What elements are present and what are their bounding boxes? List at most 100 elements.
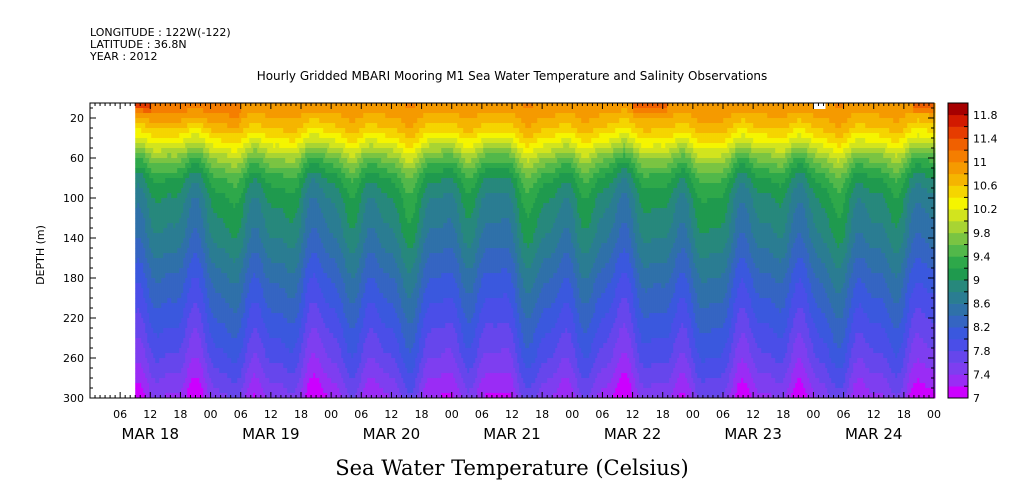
heatmap-cell bbox=[295, 293, 297, 298]
heatmap-cell bbox=[209, 333, 211, 338]
heatmap-cell bbox=[157, 233, 159, 238]
heatmap-cell bbox=[187, 148, 189, 153]
heatmap-cell bbox=[201, 148, 203, 153]
heatmap-cell bbox=[291, 338, 293, 343]
heatmap-cell bbox=[137, 223, 139, 228]
heatmap-cell bbox=[181, 348, 183, 353]
heatmap-cell bbox=[249, 348, 251, 353]
heatmap-cell bbox=[159, 118, 161, 123]
heatmap-cell bbox=[177, 303, 179, 308]
heatmap-cell bbox=[209, 203, 211, 208]
heatmap-cell bbox=[247, 253, 249, 258]
heatmap-cell bbox=[181, 238, 183, 243]
heatmap-cell bbox=[205, 323, 207, 328]
heatmap-cell bbox=[221, 273, 223, 278]
heatmap-cell bbox=[163, 273, 165, 278]
heatmap-cell bbox=[179, 253, 181, 258]
heatmap-cell bbox=[225, 283, 227, 288]
heatmap-cell bbox=[253, 323, 255, 328]
heatmap-cell bbox=[217, 198, 219, 203]
heatmap-cell bbox=[263, 218, 265, 223]
heatmap-cell bbox=[203, 248, 205, 253]
heatmap-cell bbox=[207, 313, 209, 318]
heatmap-cell bbox=[271, 338, 273, 343]
heatmap-cell bbox=[237, 243, 239, 248]
heatmap-cell bbox=[157, 213, 159, 218]
heatmap-cell bbox=[193, 368, 195, 373]
heatmap-cell bbox=[281, 213, 283, 218]
heatmap-cell bbox=[271, 248, 273, 253]
heatmap-cell bbox=[291, 158, 293, 163]
heatmap-cell bbox=[215, 263, 217, 268]
heatmap-cell bbox=[285, 213, 287, 218]
heatmap-cell bbox=[285, 133, 287, 138]
heatmap-cell bbox=[291, 213, 293, 218]
heatmap-cell bbox=[301, 373, 303, 378]
heatmap-cell bbox=[301, 178, 303, 183]
heatmap-cell bbox=[185, 333, 187, 338]
heatmap-cell bbox=[157, 358, 159, 363]
heatmap-cell bbox=[227, 178, 229, 183]
heatmap-cell bbox=[213, 388, 215, 393]
heatmap-cell bbox=[263, 348, 265, 353]
heatmap-cell bbox=[185, 318, 187, 323]
heatmap-cell bbox=[187, 303, 189, 308]
heatmap-cell bbox=[191, 103, 193, 108]
heatmap-cell bbox=[245, 373, 247, 378]
heatmap-cell bbox=[267, 218, 269, 223]
heatmap-cell bbox=[145, 283, 147, 288]
heatmap-cell bbox=[301, 223, 303, 228]
heatmap-cell bbox=[279, 373, 281, 378]
heatmap-cell bbox=[285, 373, 287, 378]
heatmap-cell bbox=[165, 253, 167, 258]
heatmap-cell bbox=[253, 223, 255, 228]
heatmap-cell bbox=[205, 138, 207, 143]
heatmap-cell bbox=[257, 218, 259, 223]
heatmap-cell bbox=[219, 308, 221, 313]
heatmap-cell bbox=[227, 338, 229, 343]
heatmap-cell bbox=[281, 333, 283, 338]
heatmap-cell bbox=[185, 298, 187, 303]
heatmap-cell bbox=[295, 113, 297, 118]
heatmap-cell bbox=[269, 183, 271, 188]
heatmap-cell bbox=[155, 218, 157, 223]
heatmap-cell bbox=[249, 188, 251, 193]
heatmap-cell bbox=[185, 148, 187, 153]
heatmap-cell bbox=[173, 248, 175, 253]
heatmap-cell bbox=[215, 323, 217, 328]
heatmap-cell bbox=[157, 168, 159, 173]
heatmap-cell bbox=[203, 123, 205, 128]
heatmap-cell bbox=[267, 313, 269, 318]
heatmap-cell bbox=[177, 338, 179, 343]
heatmap-cell bbox=[135, 213, 137, 218]
heatmap-cell bbox=[251, 248, 253, 253]
heatmap-cell bbox=[245, 113, 247, 118]
heatmap-cell bbox=[175, 378, 177, 383]
heatmap-cell bbox=[185, 323, 187, 328]
heatmap-cell bbox=[183, 238, 185, 243]
heatmap-cell bbox=[269, 133, 271, 138]
heatmap-cell bbox=[241, 158, 243, 163]
heatmap-cell bbox=[267, 193, 269, 198]
heatmap-cell bbox=[207, 178, 209, 183]
heatmap-cell bbox=[257, 328, 259, 333]
heatmap-cell bbox=[281, 273, 283, 278]
heatmap-cell bbox=[179, 113, 181, 118]
heatmap-cell bbox=[211, 233, 213, 238]
heatmap-cell bbox=[233, 143, 235, 148]
heatmap-cell bbox=[283, 138, 285, 143]
heatmap-cell bbox=[279, 273, 281, 278]
heatmap-cell bbox=[205, 233, 207, 238]
heatmap-cell bbox=[279, 238, 281, 243]
heatmap-cell bbox=[243, 263, 245, 268]
heatmap-cell bbox=[137, 263, 139, 268]
heatmap-cell bbox=[155, 163, 157, 168]
heatmap-cell bbox=[157, 293, 159, 298]
heatmap-cell bbox=[135, 288, 137, 293]
heatmap-cell bbox=[297, 358, 299, 363]
heatmap-cell bbox=[291, 138, 293, 143]
heatmap-cell bbox=[281, 368, 283, 373]
heatmap-cell bbox=[199, 338, 201, 343]
heatmap-cell bbox=[229, 173, 231, 178]
heatmap-cell bbox=[271, 238, 273, 243]
